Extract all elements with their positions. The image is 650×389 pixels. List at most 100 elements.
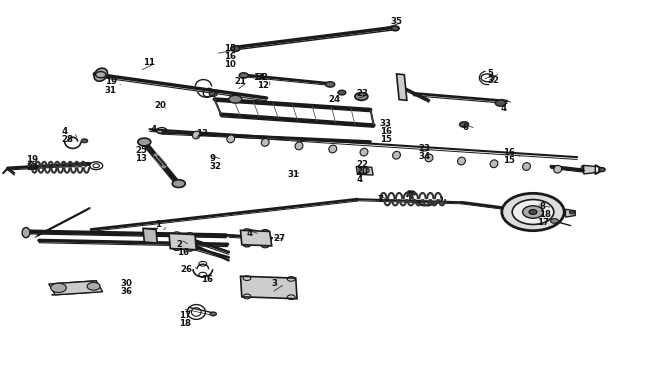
Text: 11: 11	[143, 58, 155, 67]
Text: 4: 4	[247, 229, 253, 238]
Polygon shape	[240, 276, 297, 299]
Ellipse shape	[360, 148, 368, 156]
Text: 34: 34	[419, 152, 431, 161]
Text: 27: 27	[273, 233, 285, 243]
Text: 3: 3	[272, 279, 278, 288]
Ellipse shape	[94, 68, 107, 81]
Ellipse shape	[490, 160, 498, 168]
Circle shape	[261, 230, 269, 234]
Circle shape	[569, 211, 575, 214]
Text: 10: 10	[224, 60, 236, 69]
Text: 18: 18	[179, 319, 191, 328]
Text: 21: 21	[234, 77, 246, 86]
Circle shape	[81, 139, 88, 143]
Circle shape	[551, 219, 558, 223]
Circle shape	[239, 73, 248, 78]
Text: 28: 28	[61, 135, 73, 144]
Text: 32: 32	[488, 76, 499, 86]
Text: 32: 32	[209, 162, 221, 171]
Circle shape	[186, 247, 194, 251]
Circle shape	[359, 167, 369, 173]
Text: 33: 33	[380, 119, 391, 128]
Text: 15: 15	[224, 44, 236, 53]
Circle shape	[391, 26, 399, 31]
Ellipse shape	[554, 165, 562, 173]
Text: 26: 26	[181, 265, 192, 274]
Circle shape	[229, 95, 242, 103]
Text: 15: 15	[380, 135, 391, 144]
Circle shape	[138, 138, 151, 146]
Text: 12: 12	[257, 81, 268, 90]
Circle shape	[355, 93, 368, 100]
Text: 14: 14	[254, 73, 266, 82]
Circle shape	[599, 168, 605, 172]
Circle shape	[173, 232, 181, 237]
Text: 16: 16	[380, 127, 391, 136]
Text: 1: 1	[155, 220, 161, 230]
Text: 9: 9	[209, 154, 215, 163]
Text: 15: 15	[503, 156, 515, 165]
Circle shape	[338, 90, 346, 95]
Ellipse shape	[192, 131, 200, 139]
Circle shape	[512, 200, 554, 224]
Circle shape	[326, 82, 335, 87]
Text: 25: 25	[135, 146, 147, 156]
Ellipse shape	[22, 228, 30, 238]
Text: 31: 31	[104, 86, 116, 95]
Text: 24: 24	[328, 95, 341, 104]
Circle shape	[495, 100, 506, 106]
Circle shape	[529, 210, 537, 214]
Text: 19: 19	[26, 155, 38, 164]
Circle shape	[51, 283, 66, 293]
Text: 6: 6	[463, 123, 469, 132]
Ellipse shape	[227, 135, 235, 143]
Polygon shape	[584, 165, 595, 174]
Ellipse shape	[329, 145, 337, 153]
Text: 16: 16	[202, 275, 213, 284]
Polygon shape	[169, 233, 196, 250]
Text: 4: 4	[578, 165, 584, 174]
Text: 4: 4	[500, 104, 506, 114]
Text: 17: 17	[179, 311, 192, 321]
Text: 20: 20	[155, 100, 166, 110]
Text: 8: 8	[540, 202, 545, 212]
Text: 16: 16	[503, 148, 515, 157]
Circle shape	[87, 282, 100, 290]
Ellipse shape	[458, 157, 465, 165]
Circle shape	[172, 180, 185, 187]
Text: 36: 36	[120, 287, 132, 296]
Text: 7: 7	[377, 194, 383, 204]
Text: 32: 32	[257, 73, 268, 82]
Text: 18: 18	[540, 210, 551, 219]
Text: 19: 19	[105, 77, 117, 86]
Polygon shape	[356, 166, 373, 175]
Circle shape	[460, 122, 469, 127]
Circle shape	[173, 246, 181, 251]
Text: 16: 16	[224, 52, 236, 61]
Ellipse shape	[295, 142, 303, 150]
Text: 22: 22	[356, 159, 368, 169]
Text: 29: 29	[26, 163, 38, 172]
Text: 13: 13	[196, 128, 208, 138]
Circle shape	[502, 193, 564, 231]
Ellipse shape	[523, 163, 530, 170]
Text: 5: 5	[488, 68, 493, 78]
Polygon shape	[143, 228, 157, 243]
Polygon shape	[396, 74, 407, 100]
Text: 2: 2	[177, 240, 183, 249]
Text: 23: 23	[419, 144, 430, 153]
Circle shape	[186, 233, 194, 237]
Text: 17: 17	[537, 218, 549, 227]
Ellipse shape	[425, 154, 433, 162]
Polygon shape	[566, 209, 575, 217]
Text: 20: 20	[356, 167, 368, 177]
Circle shape	[523, 206, 543, 218]
Text: 4: 4	[356, 175, 362, 184]
Text: 31: 31	[288, 170, 300, 179]
Polygon shape	[49, 281, 103, 295]
Circle shape	[261, 243, 269, 248]
Text: 16: 16	[177, 247, 188, 257]
Polygon shape	[240, 230, 272, 246]
Text: 4: 4	[151, 125, 157, 134]
Text: 4: 4	[61, 127, 67, 136]
